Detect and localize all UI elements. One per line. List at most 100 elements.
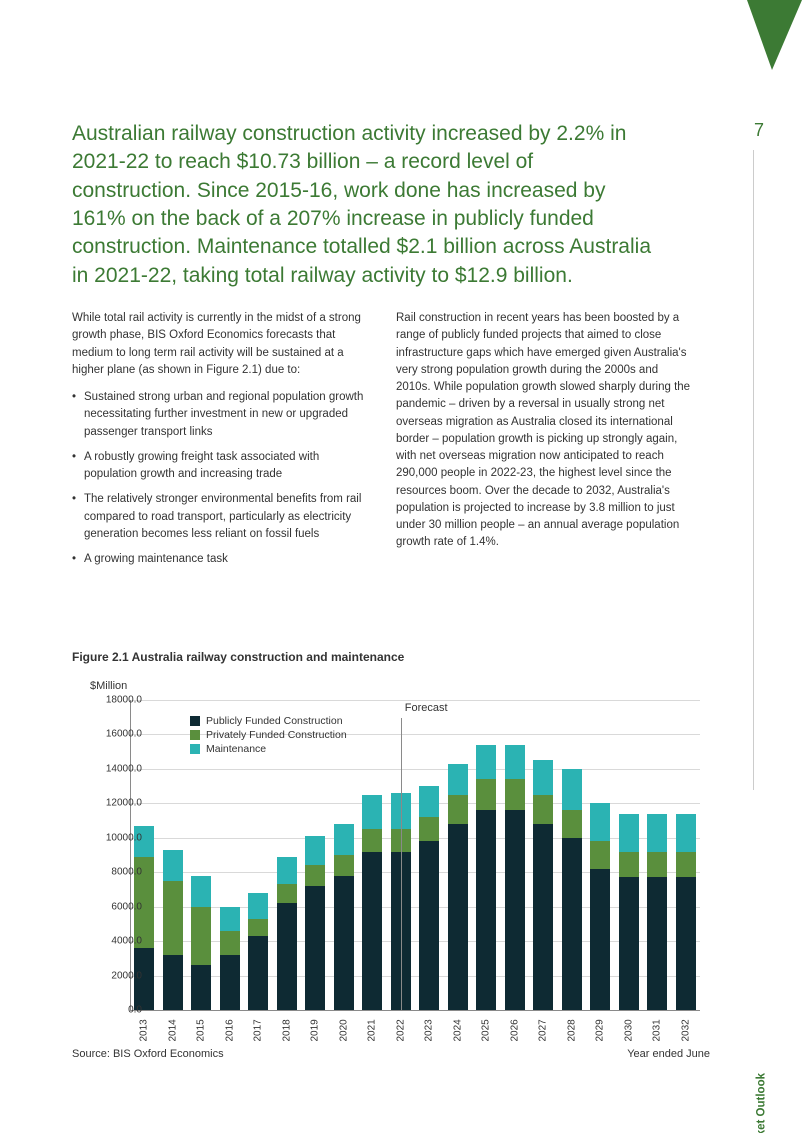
x-tick-label: 2016 — [224, 1022, 235, 1042]
bar-segment — [505, 779, 525, 810]
x-tick-label: 2024 — [452, 1022, 463, 1042]
bullet-item: Sustained strong urban and regional popu… — [72, 389, 368, 441]
legend-label: Privately Funded Construction — [206, 729, 347, 741]
body-columns: While total rail activity is currently i… — [72, 310, 692, 576]
page-number: 7 — [754, 120, 764, 141]
bar-segment — [505, 745, 525, 779]
bar-stack — [248, 893, 268, 1010]
bar-segment — [533, 795, 553, 824]
side-label-title: Australian Rail Market Outlook — [756, 1073, 768, 1133]
bar-segment — [448, 795, 468, 824]
bar-segment — [277, 857, 297, 885]
bar-stack — [476, 745, 496, 1010]
x-tick-label: 2026 — [509, 1022, 520, 1042]
x-tick-label: 2023 — [424, 1022, 435, 1042]
x-tick-label: 2018 — [281, 1022, 292, 1042]
x-tick-label: 2032 — [680, 1022, 691, 1042]
legend-swatch — [190, 730, 200, 740]
bar-segment — [476, 810, 496, 1010]
y-tick-label: 6000.0 — [82, 901, 142, 912]
bar-segment — [248, 893, 268, 919]
bar-segment — [590, 841, 610, 869]
bar-stack — [305, 836, 325, 1010]
side-running-title: Australasian Rail Association / Australi… — [756, 1073, 768, 1133]
chart-legend: Publicly Funded Construction Privately Fu… — [190, 715, 347, 757]
bar-stack — [647, 814, 667, 1010]
x-tick-label: 2019 — [310, 1022, 321, 1042]
x-tick-label: 2029 — [595, 1022, 606, 1042]
bar-stack — [334, 824, 354, 1010]
bar-segment — [533, 760, 553, 794]
x-tick-label: 2015 — [196, 1022, 207, 1042]
bar-segment — [476, 745, 496, 779]
x-tick-label: 2017 — [253, 1022, 264, 1042]
bar-segment — [248, 919, 268, 936]
bar-segment — [277, 884, 297, 903]
x-axis-title: Year ended June — [627, 1048, 710, 1060]
bar-segment — [191, 965, 211, 1010]
bar-stack — [362, 795, 382, 1010]
y-tick-label: 2000.0 — [82, 970, 142, 981]
forecast-divider-line — [401, 718, 402, 1010]
bar-segment — [590, 803, 610, 841]
legend-label: Publicly Funded Construction — [206, 715, 343, 727]
col2-paragraph: Rail construction in recent years has be… — [396, 310, 692, 552]
side-rule — [753, 150, 754, 790]
bar-segment — [448, 824, 468, 1010]
bar-segment — [163, 881, 183, 955]
y-axis-line — [130, 700, 131, 1010]
bar-segment — [619, 877, 639, 1010]
forecast-label: Forecast — [405, 702, 448, 714]
bar-segment — [676, 877, 696, 1010]
x-tick-label: 2031 — [652, 1022, 663, 1042]
bar-segment — [305, 886, 325, 1010]
bar-segment — [676, 814, 696, 852]
y-tick-label: 18000.0 — [82, 695, 142, 706]
page: 7 Australian railway construction activi… — [0, 0, 802, 1133]
bar-stack — [419, 786, 439, 1010]
legend-item: Publicly Funded Construction — [190, 715, 347, 727]
legend-swatch — [190, 716, 200, 726]
bar-segment — [419, 817, 439, 841]
bullet-item: The relatively stronger environmental be… — [72, 491, 368, 543]
bar-segment — [676, 852, 696, 878]
y-tick-label: 12000.0 — [82, 798, 142, 809]
x-axis-line — [130, 1010, 700, 1011]
bar-segment — [334, 876, 354, 1010]
bar-segment — [505, 810, 525, 1010]
bar-segment — [476, 779, 496, 810]
bar-segment — [305, 865, 325, 886]
bar-segment — [191, 907, 211, 966]
y-tick-label: 8000.0 — [82, 867, 142, 878]
x-tick-label: 2025 — [481, 1022, 492, 1042]
y-tick-label: 16000.0 — [82, 729, 142, 740]
y-axis-title: $Million — [90, 680, 127, 692]
x-tick-label: 2022 — [395, 1022, 406, 1042]
bar-stack — [134, 826, 154, 1010]
bar-segment — [191, 876, 211, 907]
y-tick-label: 14000.0 — [82, 763, 142, 774]
bar-stack — [448, 764, 468, 1010]
y-tick-label: 0.0 — [82, 1005, 142, 1016]
col1-intro: While total rail activity is currently i… — [72, 310, 368, 379]
bar-segment — [647, 877, 667, 1010]
legend-swatch — [190, 744, 200, 754]
bar-segment — [163, 955, 183, 1010]
x-tick-label: 2028 — [566, 1022, 577, 1042]
x-tick-label: 2013 — [139, 1022, 150, 1042]
legend-item: Privately Funded Construction — [190, 729, 347, 741]
headline-paragraph: Australian railway construction activity… — [72, 120, 652, 290]
x-axis-labels: 2013201420152016201720182019202020212022… — [130, 1012, 700, 1023]
bar-segment — [362, 795, 382, 829]
column-left: While total rail activity is currently i… — [72, 310, 368, 576]
bar-stack — [277, 857, 297, 1010]
bar-segment — [277, 903, 297, 1010]
bar-stack — [562, 769, 582, 1010]
bar-segment — [619, 852, 639, 878]
legend-label: Maintenance — [206, 743, 266, 755]
legend-item: Maintenance — [190, 743, 347, 755]
bar-segment — [448, 764, 468, 795]
bar-segment — [305, 836, 325, 865]
bar-segment — [362, 829, 382, 851]
bar-stack — [533, 760, 553, 1010]
